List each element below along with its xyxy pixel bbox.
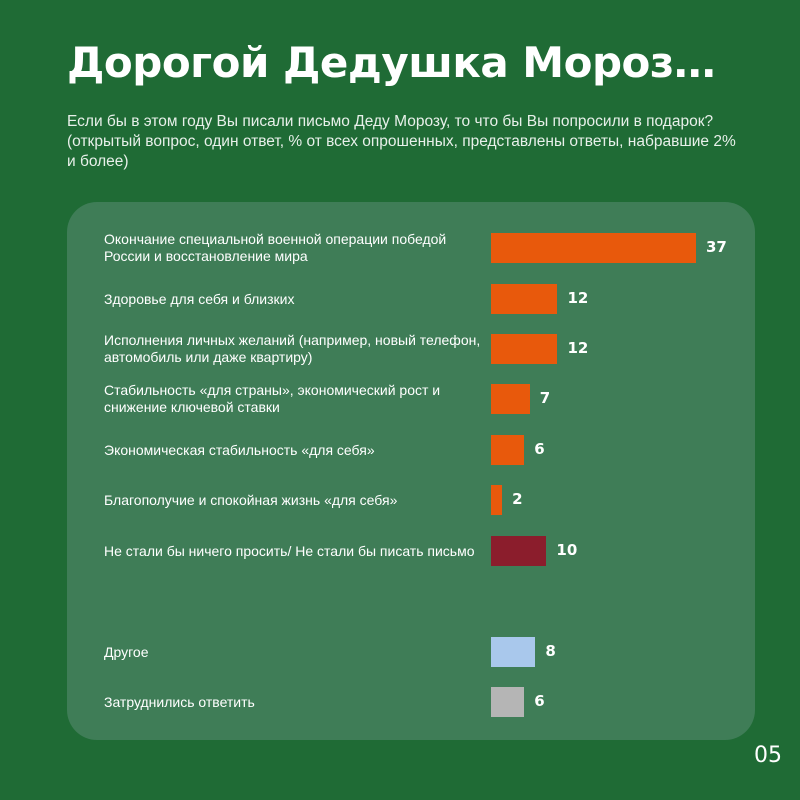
bar <box>491 334 558 364</box>
bar-category-label: Здоровье для себя и близких <box>104 290 295 307</box>
page-title: Дорогой Дедушка Мороз… <box>67 38 716 87</box>
chart-panel <box>67 202 755 740</box>
bar-value-label: 6 <box>534 692 545 710</box>
bar <box>491 384 530 414</box>
page-subtitle: Если бы в этом году Вы писали письмо Дед… <box>67 113 736 170</box>
bar-value-label: 2 <box>512 490 523 508</box>
bar-value-label: 12 <box>567 289 589 307</box>
bar-value-label: 7 <box>539 389 551 407</box>
bar <box>491 435 525 465</box>
bar <box>491 637 536 667</box>
bar <box>491 284 558 314</box>
bar-category-label: Окончание специальной военной операции п… <box>104 231 447 264</box>
bar <box>491 485 503 515</box>
page-number: 05 <box>754 743 782 768</box>
bar-value-label: 10 <box>556 541 578 559</box>
bar-category-label: Другое <box>104 643 149 660</box>
bar-category-label: Стабильность «для страны», экономический… <box>104 382 441 415</box>
bar-category-label: Экономическая стабильность «для себя» <box>104 441 375 458</box>
bar-category-label: Благополучие и спокойная жизнь «для себя… <box>104 491 398 508</box>
bar-category-label: Исполнения личных желаний (например, нов… <box>104 332 481 365</box>
bar <box>491 233 696 263</box>
bar <box>491 687 525 717</box>
bar-value-label: 37 <box>706 238 727 256</box>
bar <box>491 536 547 566</box>
bar-value-label: 8 <box>545 642 556 660</box>
bar-category-label: Затруднились ответить <box>104 693 255 710</box>
bar-value-label: 6 <box>534 440 545 458</box>
bar-category-label: Не стали бы ничего просить/ Не стали бы … <box>104 542 475 559</box>
bar-value-label: 12 <box>567 339 589 357</box>
